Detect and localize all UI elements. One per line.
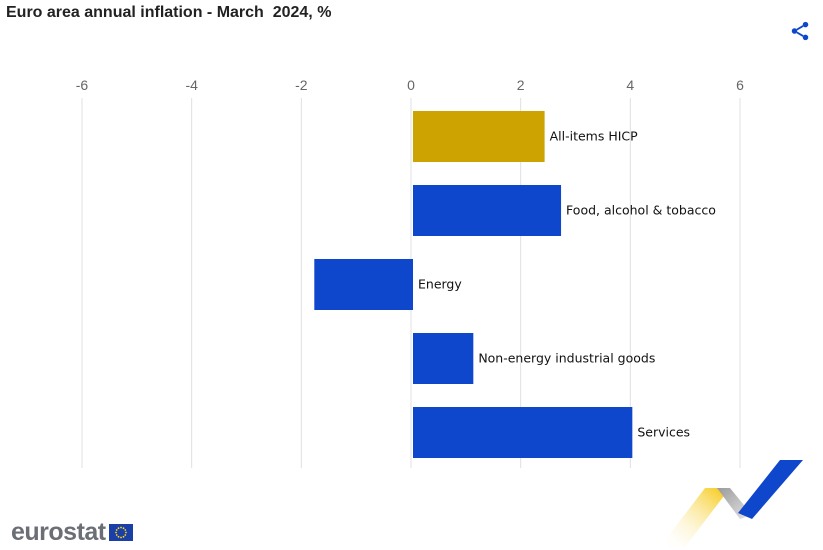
bar-label: Food, alcohol & tobacco — [566, 203, 716, 218]
bar-label: All-items HICP — [550, 129, 639, 144]
x-tick-label: -6 — [76, 77, 89, 93]
bar[interactable] — [413, 407, 633, 458]
x-tick-label: 4 — [626, 77, 634, 93]
chart-title: Euro area annual inflation - March 2024,… — [6, 4, 332, 21]
bar-chart: -6 -4 -2 0 2 4 6 All-items HICP Food, alcohol &… — [76, 77, 744, 468]
bar-label: Non-energy industrial goods — [478, 351, 655, 366]
eurostat-logo[interactable]: eurostat — [11, 517, 133, 547]
x-tick-label: -4 — [185, 77, 198, 93]
decorative-swoosh — [660, 460, 803, 547]
eu-flag-icon — [108, 523, 133, 541]
share-icon[interactable] — [789, 20, 811, 42]
bar[interactable] — [413, 333, 474, 384]
bar[interactable] — [413, 185, 562, 236]
bars — [314, 111, 633, 458]
bar[interactable] — [314, 259, 413, 310]
bar-label: Energy — [418, 277, 462, 292]
x-axis-ticks: -6 -4 -2 0 2 4 6 — [76, 77, 744, 93]
x-tick-label: 0 — [407, 77, 415, 93]
x-tick-label: 6 — [736, 77, 744, 93]
logo-text: eurostat — [11, 517, 106, 546]
x-tick-label: -2 — [295, 77, 308, 93]
bar-label: Services — [637, 425, 690, 440]
bar-labels: All-items HICP Food, alcohol & tobacco Ene… — [418, 129, 716, 440]
x-tick-label: 2 — [517, 77, 525, 93]
bar[interactable] — [413, 111, 545, 162]
